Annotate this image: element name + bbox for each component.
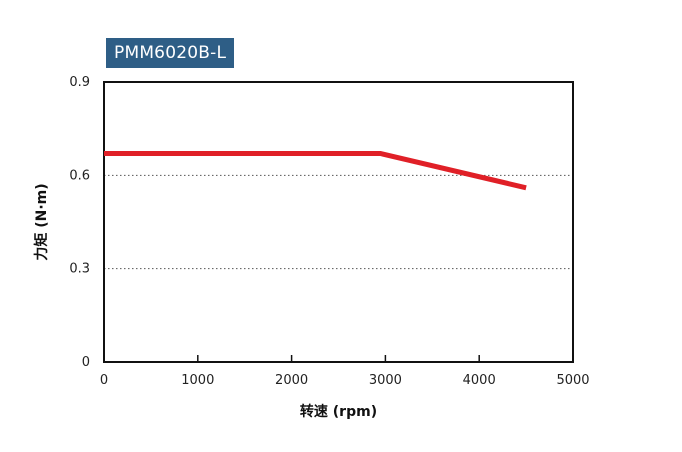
- y-axis-label: 力矩 (N·m): [33, 183, 50, 260]
- series-group: [104, 151, 527, 191]
- x-tick-label-4: 4000: [463, 373, 496, 388]
- y-tick-label-1: 0.3: [69, 262, 90, 277]
- x-tick-label-1: 1000: [181, 373, 214, 388]
- y-tick-label-3: 0.9: [69, 75, 90, 90]
- plot-frame: [103, 81, 574, 363]
- y-axis-ticks: 0 0.3 0.6 0.9: [69, 75, 90, 370]
- x-tick-label-3: 3000: [369, 373, 402, 388]
- x-tick-label-2: 2000: [275, 373, 308, 388]
- x-axis-label: 转速 (rpm): [300, 403, 377, 420]
- grid-lines: [104, 174, 573, 270]
- x-tick-label-5: 5000: [556, 373, 589, 388]
- x-tick-label-0: 0: [100, 373, 108, 388]
- y-tick-label-0: 0: [82, 355, 90, 370]
- y-tick-label-2: 0.6: [69, 168, 90, 183]
- x-axis-ticks: 0 1000 2000 3000 4000 5000: [100, 355, 590, 388]
- series-line-torque: [104, 151, 527, 191]
- chart-title: PMM6020B-L: [106, 38, 235, 68]
